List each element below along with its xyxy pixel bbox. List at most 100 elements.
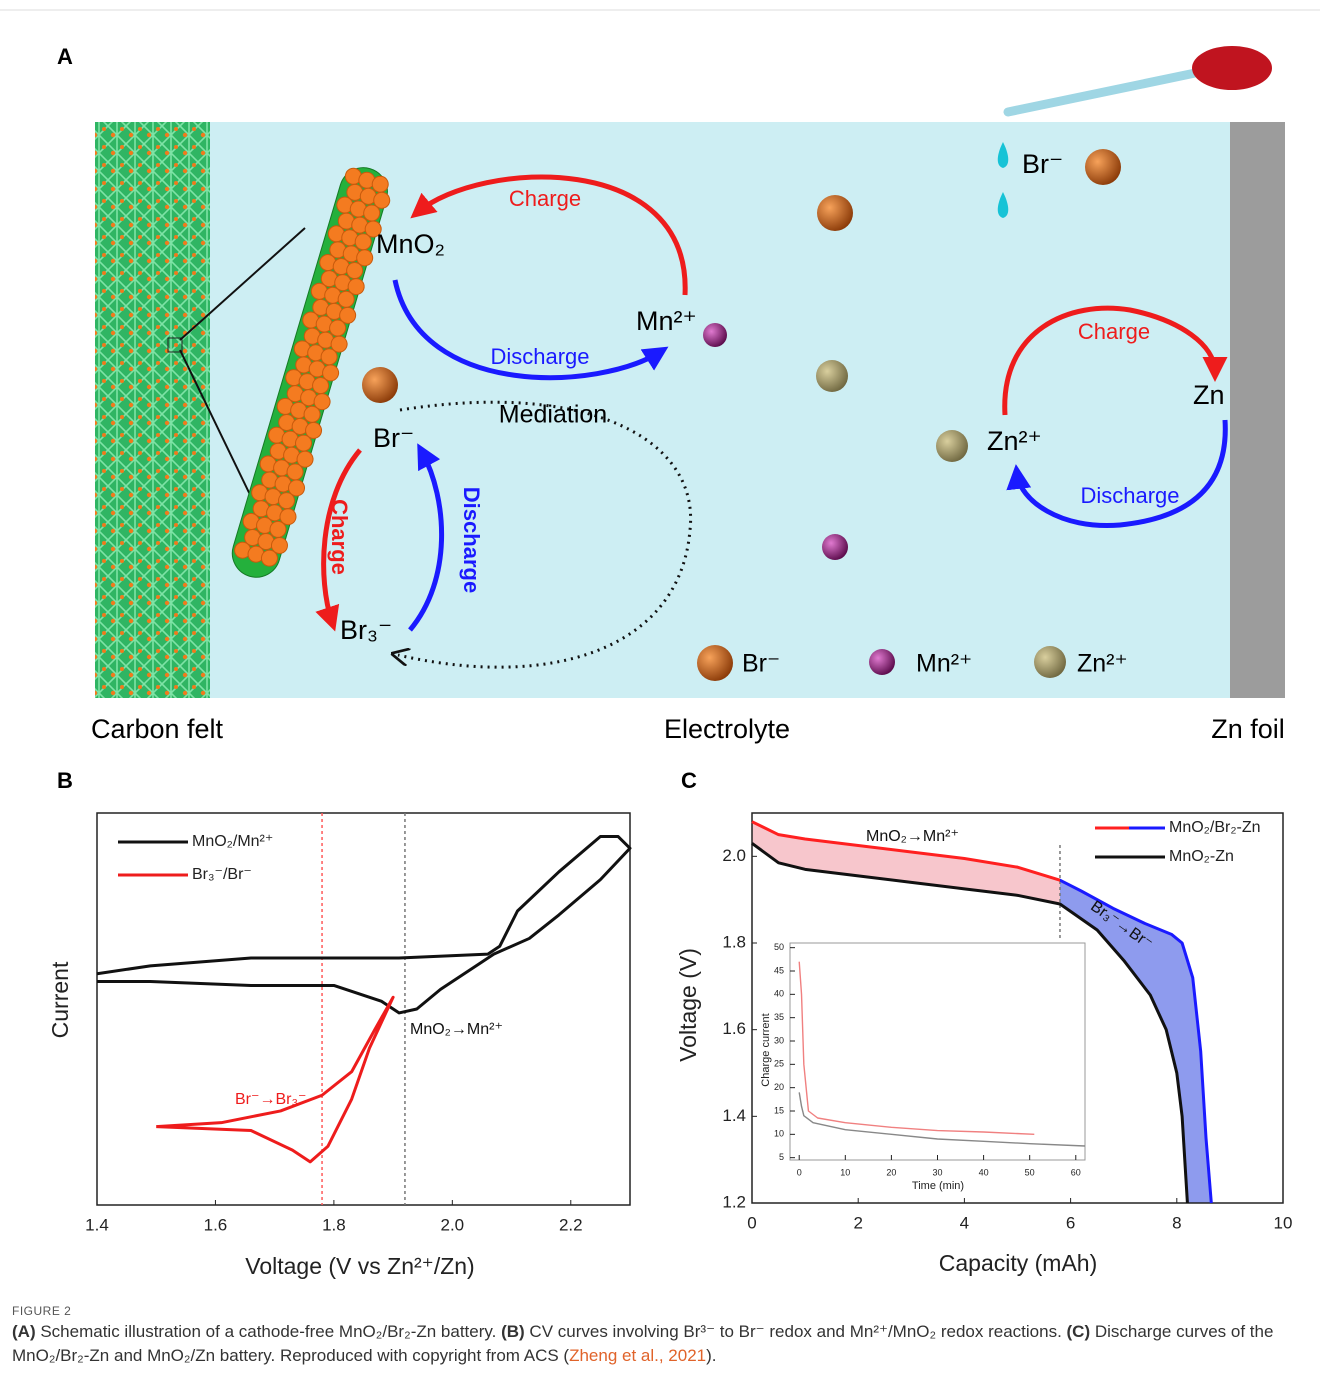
caption-part: CV curves involving Br³⁻ to Br⁻ redox an… — [525, 1322, 1067, 1341]
panel-label: A — [57, 44, 73, 69]
y-tick-label: 1.8 — [722, 932, 746, 951]
data-line — [156, 997, 393, 1162]
label: Zn²⁺ — [987, 426, 1042, 456]
x-tick-label: 2.0 — [441, 1215, 465, 1234]
x-tick-label: 1.6 — [204, 1215, 228, 1234]
mn-ion — [822, 534, 848, 560]
label: Br⁻ — [1022, 149, 1063, 179]
y-axis-label: Voltage (V) — [675, 948, 701, 1062]
x-tick-label: 0 — [797, 1167, 802, 1177]
figure: A — [0, 0, 1320, 1300]
br-ion — [362, 367, 398, 403]
br-ion — [817, 195, 853, 231]
caption-part: (A) — [12, 1322, 36, 1341]
figure-label: FIGURE 2 — [12, 1302, 1302, 1320]
region-label: Electrolyte — [664, 714, 790, 744]
x-axis-label: Voltage (V vs Zn²⁺/Zn) — [245, 1253, 474, 1279]
mn-ion — [869, 649, 895, 675]
legend-label: Mn²⁺ — [916, 650, 972, 678]
y-tick-label: 10 — [774, 1129, 784, 1139]
data-line — [97, 837, 630, 1013]
label: Charge — [1078, 319, 1150, 344]
x-tick-label: 30 — [932, 1167, 942, 1177]
chart: B 1.4 1.6 1.8 2.0 2.2 MnO₂/Mn²⁺ Br₃⁻/Br⁻ MnO₂→Mn… — [47, 768, 630, 1279]
panel-label: C — [681, 768, 697, 793]
dropper — [1008, 46, 1272, 112]
legend-label: Br⁻ — [742, 650, 780, 678]
x-tick-label: 1.8 — [322, 1215, 346, 1234]
schematic: Charge MnO₂ Mn²⁺ Discharge Mediation Br⁻… — [91, 46, 1285, 744]
x-tick-label: 1.4 — [85, 1215, 109, 1234]
y-tick-label: 1.4 — [722, 1106, 746, 1125]
legend-label: MnO₂/Br₂-Zn — [1169, 819, 1261, 836]
zn-ion — [816, 360, 848, 392]
page: {"schematic": {"panel_label": "A", "labe… — [0, 0, 1320, 1391]
y-tick-label: 25 — [774, 1059, 784, 1069]
legend-label: MnO₂-Zn — [1169, 848, 1234, 865]
x-tick-label: 2.2 — [559, 1215, 583, 1234]
x-tick-label: 40 — [979, 1167, 989, 1177]
caption-part: Schematic illustration of a cathode-free… — [36, 1322, 501, 1341]
label: Mn²⁺ — [636, 306, 697, 336]
legend-label: Zn²⁺ — [1077, 650, 1128, 678]
x-tick-label: 0 — [747, 1213, 756, 1232]
region-label: Carbon felt — [91, 714, 224, 744]
y-axis-label: Charge current — [760, 1013, 772, 1086]
x-tick-label: 10 — [1274, 1213, 1293, 1232]
label: Zn — [1193, 380, 1225, 410]
x-tick-label: 8 — [1172, 1213, 1181, 1232]
region-label: Zn foil — [1211, 714, 1285, 744]
label: Mediation — [499, 401, 607, 429]
legend-label: MnO₂/Mn²⁺ — [192, 833, 273, 850]
x-tick-label: 4 — [960, 1213, 969, 1232]
caption-link[interactable]: Zheng et al., 2021 — [569, 1346, 706, 1365]
carbon-felt — [95, 122, 210, 698]
y-axis-label: Current — [47, 961, 73, 1038]
label: Charge — [509, 186, 581, 211]
caption-part: ). — [706, 1346, 716, 1365]
x-axis-label: Time (min) — [912, 1180, 964, 1192]
label: Discharge — [459, 487, 484, 593]
y-tick-label: 35 — [774, 1012, 784, 1022]
label: Discharge — [1080, 483, 1179, 508]
br-ion — [697, 645, 733, 681]
legend-label: Br₃⁻/Br⁻ — [192, 866, 252, 883]
label: Discharge — [490, 344, 589, 369]
y-tick-label: 40 — [774, 989, 784, 999]
y-tick-label: 1.6 — [722, 1019, 746, 1038]
label: MnO₂ — [376, 229, 445, 259]
annotation: MnO₂→Mn²⁺ — [410, 1021, 503, 1038]
zn-foil — [1230, 122, 1285, 698]
annotation: Br⁻→Br₃⁻ — [235, 1091, 306, 1108]
y-tick-label: 2.0 — [722, 846, 746, 865]
panel-label: B — [57, 768, 73, 793]
br-ion — [1085, 149, 1121, 185]
x-tick-label: 2 — [853, 1213, 862, 1232]
y-tick-label: 50 — [774, 942, 784, 952]
x-tick-label: 10 — [840, 1167, 850, 1177]
annotation: MnO₂→Mn²⁺ — [866, 828, 959, 845]
x-axis-label: Capacity (mAh) — [939, 1250, 1097, 1276]
y-tick-label: 1.2 — [722, 1192, 746, 1211]
x-tick-label: 6 — [1066, 1213, 1075, 1232]
label: Charge — [327, 499, 352, 575]
plot-frame — [97, 813, 630, 1205]
caption-text: (A) Schematic illustration of a cathode-… — [12, 1320, 1302, 1368]
dropper-tip — [1008, 72, 1200, 112]
y-tick-label: 20 — [774, 1082, 784, 1092]
label: Br₃⁻ — [340, 615, 392, 645]
caption-part: (B) — [501, 1322, 525, 1341]
caption: FIGURE 2 (A) Schematic illustration of a… — [12, 1302, 1302, 1368]
label: Br⁻ — [373, 423, 414, 453]
x-tick-label: 50 — [1025, 1167, 1035, 1177]
dropper-bulb — [1192, 46, 1272, 90]
caption-part: (C) — [1067, 1322, 1091, 1341]
zn-ion — [936, 430, 968, 462]
y-tick-label: 5 — [779, 1152, 784, 1162]
mn-ion — [703, 323, 727, 347]
y-tick-label: 45 — [774, 965, 784, 975]
x-tick-label: 20 — [886, 1167, 896, 1177]
x-tick-label: 60 — [1071, 1167, 1081, 1177]
y-tick-label: 15 — [774, 1105, 784, 1115]
zn-ion — [1034, 646, 1066, 678]
